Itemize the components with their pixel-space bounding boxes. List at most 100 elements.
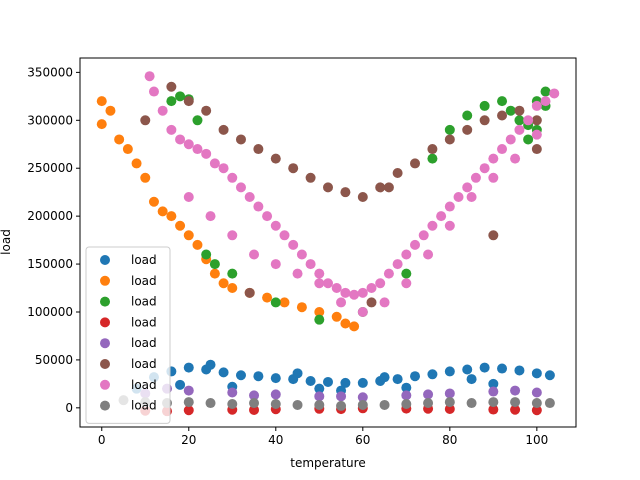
legend-label: load xyxy=(131,399,157,413)
scatter-point xyxy=(462,182,473,193)
scatter-point xyxy=(270,389,281,400)
scatter-point xyxy=(323,376,333,387)
scatter-point xyxy=(305,375,316,386)
scatter-point xyxy=(510,397,521,408)
scatter-point xyxy=(357,377,368,388)
x-axis-ticks: 0 20 40 60 80 100 xyxy=(98,427,548,447)
scatter-point xyxy=(201,148,212,159)
scatter-point xyxy=(436,211,447,222)
scatter-point xyxy=(314,306,325,317)
scatter-point xyxy=(201,249,212,260)
x-tick-label: 100 xyxy=(525,433,548,447)
scatter-point xyxy=(427,144,438,155)
y-tick-label: 250000 xyxy=(27,161,73,175)
scatter-point xyxy=(122,144,133,155)
scatter-point xyxy=(505,105,516,116)
series-7 xyxy=(144,71,560,317)
legend-marker xyxy=(100,359,110,369)
scatter-point xyxy=(323,278,333,289)
scatter-point xyxy=(218,367,229,378)
scatter-point xyxy=(192,239,203,250)
legend-marker xyxy=(100,255,110,265)
scatter-point xyxy=(336,400,347,411)
scatter-point xyxy=(292,368,303,379)
scatter-point xyxy=(497,110,508,121)
scatter-point xyxy=(140,172,151,183)
legend-label: load xyxy=(131,253,157,267)
legend-label: load xyxy=(131,378,157,392)
scatter-point xyxy=(444,201,455,212)
legend-marker xyxy=(100,379,110,390)
scatter-point xyxy=(235,134,246,145)
scatter-point xyxy=(523,115,534,126)
scatter-point xyxy=(227,387,238,398)
scatter-point xyxy=(249,390,260,401)
legend-marker xyxy=(100,296,110,307)
scatter-point xyxy=(514,105,525,116)
scatter-point xyxy=(288,239,299,250)
scatter-point xyxy=(270,259,281,270)
scatter-point xyxy=(366,297,377,308)
scatter-point xyxy=(227,172,238,183)
legend-box xyxy=(85,246,171,424)
scatter-point xyxy=(227,230,238,241)
x-tick-label: 20 xyxy=(181,433,196,447)
legend-marker xyxy=(100,338,110,349)
scatter-point xyxy=(166,96,177,107)
scatter-point xyxy=(249,398,260,409)
scatter-point xyxy=(157,206,168,217)
scatter-point xyxy=(279,297,290,308)
scatter-point xyxy=(314,383,325,394)
y-tick-label: 100000 xyxy=(27,305,73,319)
scatter-point xyxy=(392,374,403,385)
y-tick-label: 350000 xyxy=(27,65,73,79)
scatter-point xyxy=(423,389,434,400)
scatter-point xyxy=(466,398,477,409)
scatter-point xyxy=(323,182,333,193)
scatter-point xyxy=(314,399,325,410)
scatter-point xyxy=(466,191,477,202)
legend-marker xyxy=(100,317,110,328)
scatter-point xyxy=(462,364,473,375)
y-tick-label: 200000 xyxy=(27,209,73,223)
scatter-point xyxy=(166,124,177,135)
scatter-point xyxy=(462,124,473,135)
scatter-point xyxy=(218,124,229,135)
scatter-point xyxy=(244,191,255,202)
scatter-point xyxy=(401,268,412,279)
series-3 xyxy=(166,86,551,325)
scatter-point xyxy=(531,115,542,126)
scatter-point xyxy=(183,191,194,202)
x-tick-label: 0 xyxy=(98,433,106,447)
scatter-point xyxy=(466,374,477,385)
y-axis-label: load xyxy=(0,229,13,255)
x-tick-label: 60 xyxy=(355,433,370,447)
scatter-point xyxy=(336,391,347,402)
legend-label: load xyxy=(131,336,157,350)
scatter-point xyxy=(183,362,194,373)
scatter-point xyxy=(205,359,216,370)
scatter-point xyxy=(462,110,473,121)
scatter-point xyxy=(292,268,303,279)
scatter-point xyxy=(410,158,421,169)
scatter-point xyxy=(192,115,203,126)
scatter-point xyxy=(383,268,394,279)
scatter-point xyxy=(340,187,351,198)
scatter-point xyxy=(488,386,499,397)
y-tick-label: 300000 xyxy=(27,113,73,127)
scatter-point xyxy=(331,311,342,322)
scatter-point xyxy=(292,399,303,410)
scatter-point xyxy=(96,96,107,107)
scatter-point xyxy=(401,278,412,289)
scatter-point xyxy=(531,129,542,140)
scatter-point xyxy=(270,220,281,231)
scatter-point xyxy=(401,249,412,260)
y-tick-label: 50000 xyxy=(35,353,73,367)
scatter-point xyxy=(410,239,421,250)
scatter-point xyxy=(423,398,434,409)
scatter-point xyxy=(479,163,490,174)
scatter-point xyxy=(510,404,521,415)
scatter-point xyxy=(523,134,534,145)
scatter-point xyxy=(488,172,499,183)
scatter-point xyxy=(514,115,525,126)
